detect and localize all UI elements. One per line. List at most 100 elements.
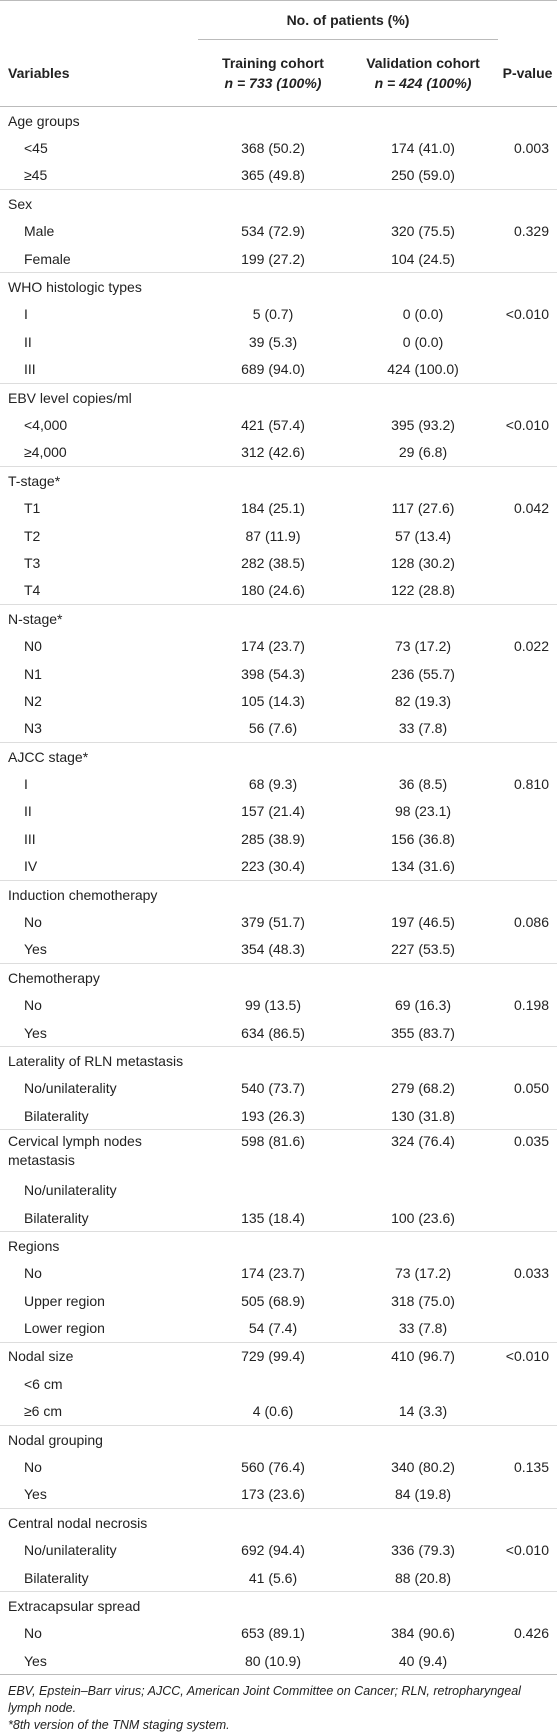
training-value: 174 (23.7) [241,1265,305,1282]
p-value: 0.086 [513,914,550,931]
variable: <4,000 [24,416,68,433]
training-value: 312 (42.6) [241,444,305,461]
empty-cell [348,1424,499,1454]
empty-cell [198,604,348,633]
variable: T3 [24,554,41,571]
p-value: 0.035 [498,1129,557,1177]
data-row: Yes 634 (86.5) 355 (83.7) [0,1019,557,1047]
section-title: Regions [0,1231,198,1260]
section-title: T-stage* [0,466,198,495]
variable: <6 cm [24,1375,63,1392]
variable: No [24,1625,42,1642]
variable: ≥6 cm [24,1403,63,1420]
variable: I [24,776,28,793]
validation-value: 320 (75.5) [391,223,455,240]
variable: N3 [24,720,42,737]
section-row: WHO histologic types [0,272,557,301]
validation-value: 29 (6.8) [398,444,448,461]
empty-cell [198,1046,348,1075]
section-title: Sex [0,189,198,218]
section-title: Laterality of RLN metastasis [0,1046,198,1075]
training-value: 173 (23.6) [241,1486,305,1503]
empty-cell [498,328,557,355]
validation-value: 250 (59.0) [391,167,455,184]
empty-cell [498,162,557,190]
empty-cell [498,1398,557,1426]
section-title: N-stage* [0,604,198,633]
validation-value: 104 (24.5) [391,250,455,267]
empty-cell [348,1370,498,1397]
validation-value: 236 (55.7) [391,665,455,682]
data-row: Female 199 (27.2) 104 (24.5) [0,245,557,273]
cohort-name: Validation cohort [366,55,480,71]
training-value: 689 (94.0) [241,361,305,378]
variable: II [24,803,32,820]
empty-cell [198,741,348,771]
empty-cell [198,1370,348,1397]
data-row: T3 282 (38.5) 128 (30.2) [0,549,557,576]
p-value: 0.003 [513,140,550,157]
spacer [498,0,557,40]
training-value: 223 (30.4) [241,858,305,875]
section-title: Cervical lymph nodes metastasis [0,1129,198,1177]
training-value: 505 (68.9) [241,1292,305,1309]
empty-cell [498,1287,557,1314]
empty-cell [498,549,557,576]
training-value: 39 (5.3) [248,333,298,350]
empty-cell [348,189,499,218]
variable: T1 [24,500,41,517]
empty-cell [348,604,499,633]
empty-cell [348,741,499,771]
empty-cell [348,466,499,495]
data-row: Bilaterality 135 (18.4) 100 (23.6) [0,1204,557,1232]
table-body: Age groups <45 368 (50.2) 174 (41.0) 0.003 ≥4… [0,107,557,1676]
empty-cell [498,1647,557,1676]
empty-cell [498,356,557,384]
section-row: Regions [0,1231,557,1260]
empty-cell [198,963,348,992]
data-row: <6 cm [0,1370,557,1397]
p-value: 0.033 [513,1265,550,1282]
empty-cell [498,439,557,467]
variable: Yes [24,941,47,958]
p-value: 0.135 [513,1459,550,1476]
validation-value: 340 (80.2) [391,1459,455,1476]
section-title: Induction chemotherapy [0,879,198,909]
variable: III [24,361,36,378]
training-value: 105 (14.3) [241,692,305,709]
empty-cell [498,522,557,549]
empty-cell [498,1176,557,1203]
empty-cell [498,189,557,218]
data-row: ≥6 cm 4 (0.6) 14 (3.3) [0,1398,557,1426]
empty-cell [198,1176,348,1203]
section-row: Sex [0,189,557,218]
validation-value: 336 (79.3) [391,1542,455,1559]
data-row: II 39 (5.3) 0 (0.0) [0,328,557,355]
validation-value: 424 (100.0) [387,361,459,378]
empty-cell [498,1314,557,1342]
training-value: 365 (49.8) [241,167,305,184]
training-value: 368 (50.2) [241,140,305,157]
footnote: EBV, Epstein–Barr virus; AJCC, American … [8,1684,521,1716]
empty-cell [498,1231,557,1260]
training-value: 634 (86.5) [241,1024,305,1041]
data-row: N2 105 (14.3) 82 (19.3) [0,687,557,714]
empty-cell [198,1424,348,1454]
training-value: 282 (38.5) [241,554,305,571]
empty-cell [498,1102,557,1130]
validation-value: 14 (3.3) [398,1403,448,1420]
validation-value: 33 (7.8) [398,720,448,737]
validation-value: 40 (9.4) [348,1647,499,1676]
empty-cell [348,1176,498,1203]
section-title: Chemotherapy [0,963,198,992]
section-title: EBV level copies/ml [0,382,198,412]
variable: II [24,333,32,350]
section-row: Age groups [0,107,557,135]
validation-value: 395 (93.2) [391,416,455,433]
variable: I [24,306,28,323]
section-row: Central nodal necrosis [0,1508,557,1537]
empty-cell [498,577,557,605]
empty-cell [498,853,557,881]
table-header: No. of patients (%) Variables Training c… [0,0,557,107]
